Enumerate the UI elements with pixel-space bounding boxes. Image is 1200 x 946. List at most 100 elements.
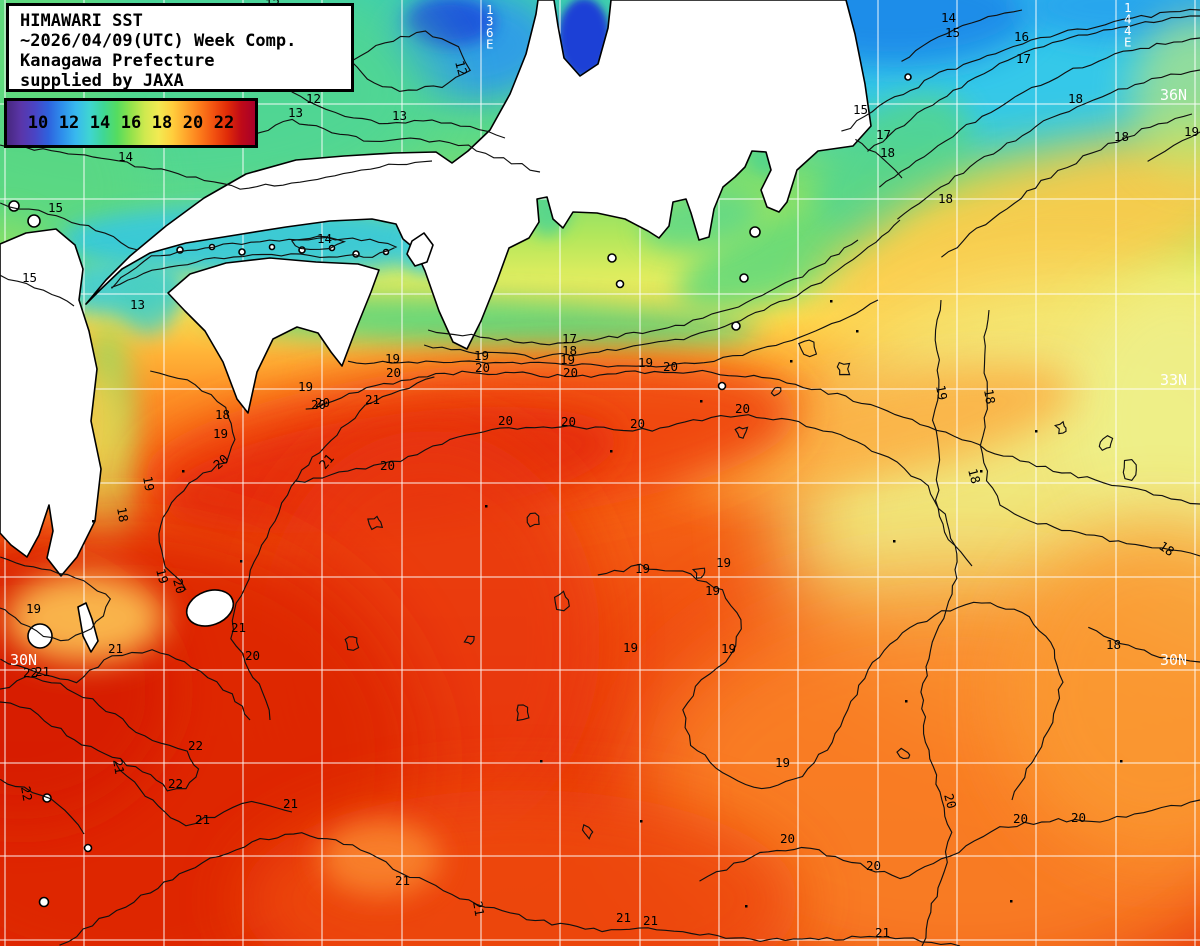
contour-label: 19 — [705, 583, 720, 598]
contour-label: 19 — [623, 640, 638, 655]
contour-label: 20 — [475, 360, 490, 375]
contour-label: 18 — [114, 506, 131, 523]
title-supplier: supplied by JAXA — [20, 71, 184, 91]
contour-label: 14 — [118, 149, 133, 164]
contour-label: 18 — [1156, 538, 1177, 559]
color-scale-gradient — [7, 101, 255, 145]
contour-label: 21 — [395, 873, 410, 888]
contour-labels: 1212121313131414141515151516171717181818… — [18, 0, 1199, 940]
contour-label: 20 — [386, 365, 401, 380]
contour-label: 22 — [188, 738, 203, 753]
contour-label: 19 — [26, 601, 41, 616]
contour-label: 21 — [110, 758, 127, 775]
contour-label: 19 — [775, 755, 790, 770]
title-prefecture: Kanagawa Prefecture — [20, 51, 215, 71]
scale-tick: 12 — [58, 113, 80, 133]
contour-label: 18 — [562, 343, 577, 358]
contour-label: 21 — [470, 900, 487, 917]
contour-label: 19 — [560, 352, 575, 367]
contour-label: 19 — [153, 567, 171, 585]
contour-label: 19 — [298, 379, 313, 394]
contour-label: 19 — [638, 355, 653, 370]
contour-label: 20 — [498, 413, 513, 428]
contour-label: 20 — [1071, 810, 1086, 825]
scale-tick: 10 — [27, 113, 49, 133]
latitude-label: 33N — [1160, 371, 1187, 389]
contour-label: 21 — [616, 910, 631, 925]
scale-tick: 14 — [89, 113, 111, 133]
geo-labels: 36N 33N 30N 30N 1 3 6 E 1 4 4 E — [10, 0, 1187, 669]
contour-label: 15 — [48, 200, 63, 215]
contour-label: 13 — [130, 297, 145, 312]
contour-label: 21 — [108, 641, 123, 656]
contour-label: 21 — [231, 620, 246, 635]
contour-label: 20 — [245, 648, 260, 663]
contour-label: 18 — [1068, 91, 1083, 106]
contour-label: 20 — [170, 577, 188, 595]
contour-label: 19 — [716, 555, 731, 570]
contour-label: 17 — [1016, 51, 1031, 66]
contour-label: 18 — [215, 407, 230, 422]
contour-label: 22 — [18, 785, 35, 802]
color-scale: 10 12 14 16 18 20 22 — [4, 98, 258, 148]
contour-label: 18 — [880, 145, 895, 160]
contour-label: 21 — [195, 812, 210, 827]
contour-label: 18 — [981, 388, 998, 405]
contour-label: 20 — [311, 397, 326, 412]
island-specks — [92, 300, 1123, 908]
contour-label: 17 — [562, 331, 577, 346]
contour-label: 20 — [630, 416, 645, 431]
contour-label: 20 — [561, 414, 576, 429]
contour-label: 20 — [1013, 811, 1028, 826]
contour-label: 12 — [452, 59, 470, 77]
contour-label: 19 — [635, 561, 650, 576]
contour-label: 17 — [876, 127, 891, 142]
contour-label: 20 — [210, 451, 231, 472]
scale-tick: 18 — [151, 113, 173, 133]
latitude-label: 30N — [1160, 651, 1187, 669]
sst-contour-lines — [0, 8, 1200, 946]
contour-label: 20 — [735, 401, 750, 416]
contour-label: 20 — [780, 831, 795, 846]
contour-label: 19 — [385, 351, 400, 366]
contour-label: 21 — [365, 392, 380, 407]
title-date: ~2026/04/09(UTC) Week Comp. — [20, 31, 297, 51]
contour-label: 12 — [306, 91, 321, 106]
title-product: HIMAWARI SST — [20, 11, 143, 31]
contour-label: 15 — [22, 270, 37, 285]
contour-label: 15 — [945, 25, 960, 40]
contour-label: 18 — [938, 191, 953, 206]
contour-label: 19 — [721, 641, 736, 656]
contour-label: 19 — [474, 348, 489, 363]
contour-label: 20 — [663, 359, 678, 374]
contour-label: 21 — [875, 925, 890, 940]
contour-label: 20 — [315, 395, 330, 410]
scale-tick: 16 — [120, 113, 142, 133]
contour-label: 22 — [23, 665, 38, 680]
contour-label: 15 — [853, 102, 868, 117]
contour-label: 19 — [933, 384, 950, 401]
contour-label: 19 — [140, 475, 157, 492]
scale-tick: 22 — [213, 113, 235, 133]
contour-label: 21 — [283, 796, 298, 811]
contour-label: 21 — [316, 451, 337, 472]
contour-label: 21 — [643, 913, 658, 928]
contour-label: 20 — [563, 365, 578, 380]
color-scale-ticks: 10 12 14 16 18 20 22 — [7, 101, 255, 145]
contour-label: 14 — [941, 10, 956, 25]
contour-label: 13 — [392, 108, 407, 123]
info-box: HIMAWARI SST ~2026/04/09(UTC) Week Comp.… — [6, 3, 354, 92]
contour-label: 20 — [866, 858, 881, 873]
contour-label: 19 — [1184, 124, 1199, 139]
contour-label: 14 — [317, 231, 332, 246]
scale-tick: 20 — [182, 113, 204, 133]
latitude-label: 36N — [1160, 86, 1187, 104]
contour-label: 20 — [941, 792, 959, 810]
latitude-label: 30N — [10, 651, 37, 669]
contour-label: 19 — [213, 426, 228, 441]
contour-label: 18 — [1114, 129, 1129, 144]
contour-label: 13 — [288, 105, 303, 120]
